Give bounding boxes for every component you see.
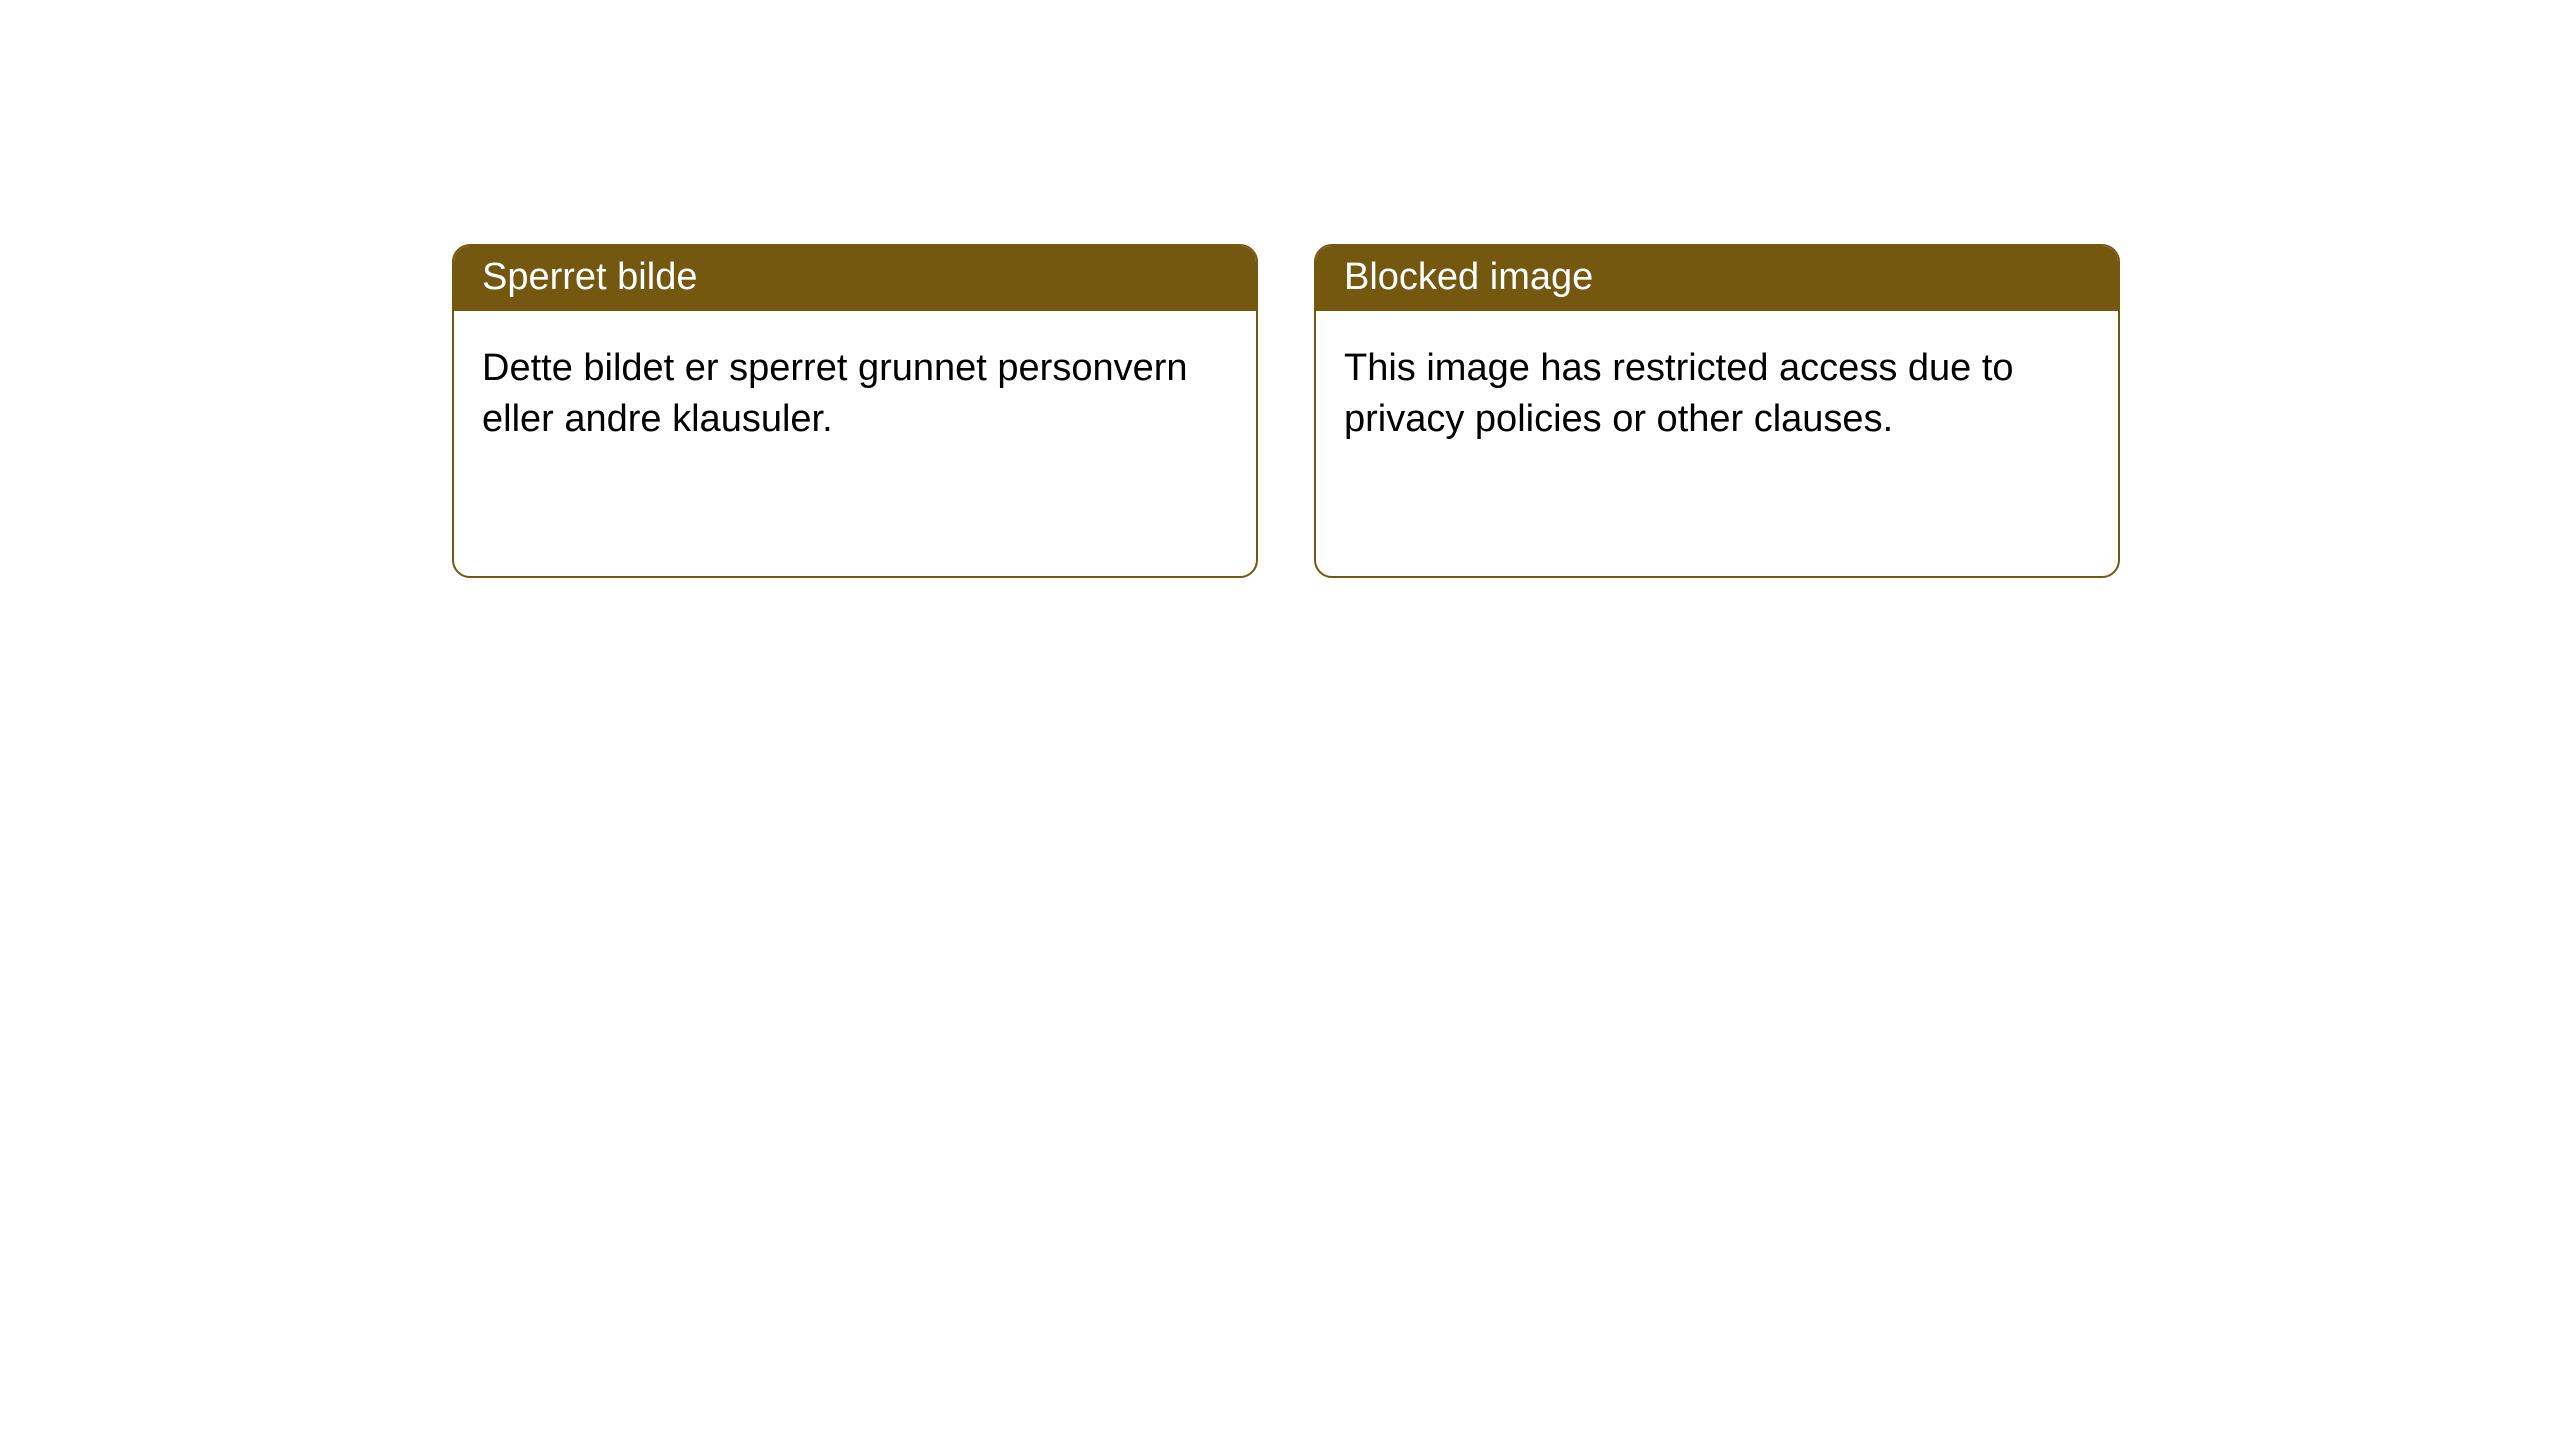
notice-title: Sperret bilde [482, 256, 697, 298]
notice-container: Sperret bilde Dette bildet er sperret gr… [0, 0, 2560, 578]
notice-body: This image has restricted access due to … [1316, 311, 2118, 478]
notice-header: Blocked image [1316, 246, 2118, 311]
notice-title: Blocked image [1344, 256, 1593, 298]
notice-card-english: Blocked image This image has restricted … [1314, 244, 2120, 578]
notice-body: Dette bildet er sperret grunnet personve… [454, 311, 1256, 478]
notice-body-text: This image has restricted access due to … [1344, 347, 2014, 440]
notice-card-norwegian: Sperret bilde Dette bildet er sperret gr… [452, 244, 1258, 578]
notice-body-text: Dette bildet er sperret grunnet personve… [482, 347, 1188, 440]
notice-header: Sperret bilde [454, 246, 1256, 311]
